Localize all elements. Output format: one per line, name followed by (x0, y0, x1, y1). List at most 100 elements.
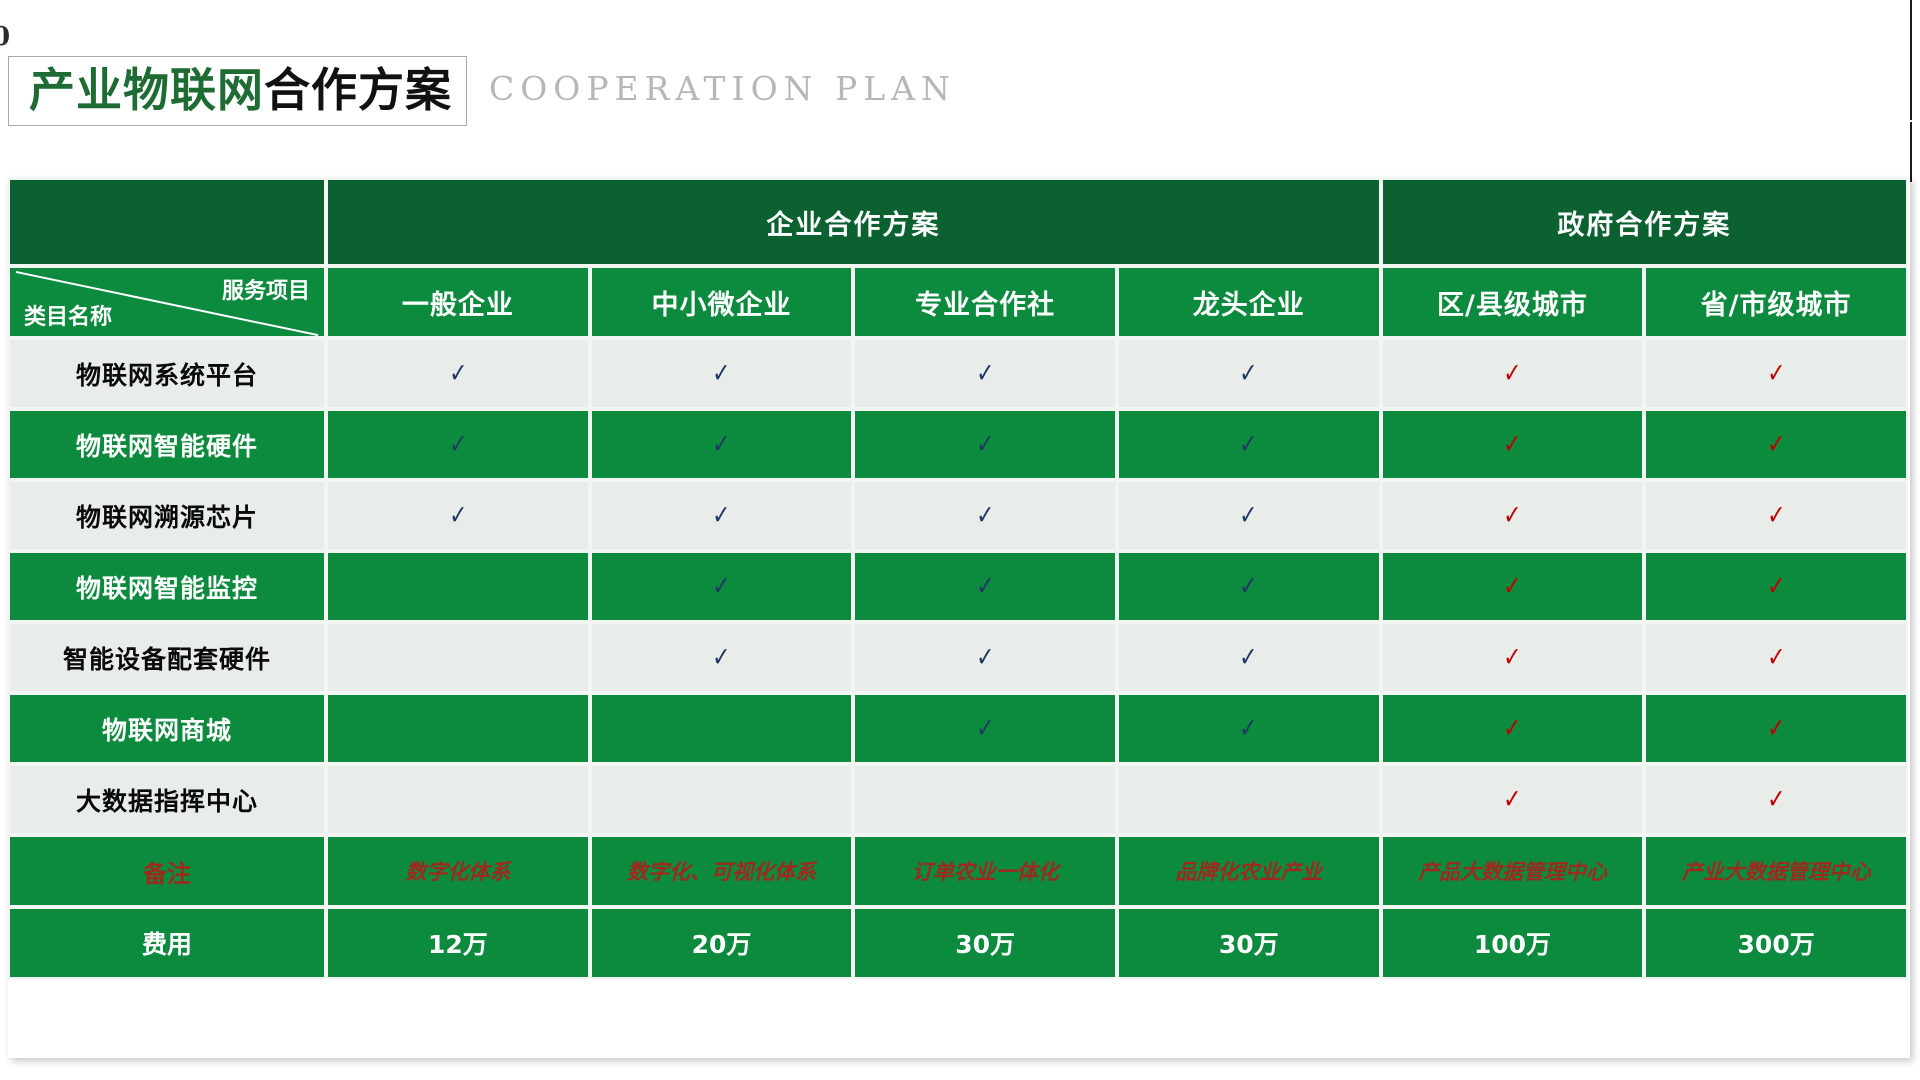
check-icon: ✓ (448, 500, 467, 531)
cell-check: ✓ (1644, 409, 1908, 480)
corner-diagonal-header: 服务项目 类目名称 (8, 266, 327, 338)
check-icon: ✓ (1239, 571, 1258, 602)
cell-check: ✓ (1116, 480, 1381, 551)
corner-service-label: 服务项目 (222, 279, 311, 304)
column-header-sme: 中小微企业 (589, 266, 854, 338)
remark-cell: 订单农业一体化 (853, 835, 1117, 907)
remark-cell: 产业大数据管理中心 (1644, 835, 1908, 907)
check-icon: ✓ (976, 642, 995, 673)
check-icon: ✓ (1503, 571, 1522, 602)
slide-number: 0 (0, 22, 11, 52)
cooperation-plan-table: 企业合作方案 政府合作方案 服务项目 类目名称 一般企业 中小微企业 专业合作社… (8, 178, 1908, 979)
page-title-primary: 产业物联网 (29, 63, 264, 117)
table-row: 物联网溯源芯片 ✓ ✓ ✓ ✓ ✓ ✓ (8, 480, 1908, 551)
cell-check: ✓ (1116, 693, 1381, 764)
remark-value: 数字化、可视化体系 (627, 860, 817, 884)
row-label-text: 物联网智能监控 (76, 573, 259, 603)
fee-value: 30万 (1218, 930, 1279, 959)
remark-cell: 数字化体系 (326, 835, 590, 907)
row-label-text: 物联网溯源芯片 (76, 502, 259, 532)
table-body: 物联网系统平台 ✓ ✓ ✓ ✓ ✓ ✓ 物联网智能硬件 ✓ ✓ ✓ ✓ ✓ ✓ 物联网溯源芯片 ✓ ✓ ✓ ✓ ✓ ✓ 物… (8, 338, 1908, 979)
fee-value: 300万 (1737, 930, 1815, 959)
fee-cell: 30万 (1116, 907, 1381, 979)
row-label-3: 物联网智能监控 (8, 551, 327, 622)
remark-value: 产品大数据管理中心 (1417, 860, 1607, 884)
right-edge-rule (1910, 0, 1912, 120)
cell-check: ✓ (589, 338, 854, 409)
cell-empty (326, 764, 590, 835)
table-row-fee: 费用 12万 20万 30万 30万 100万 300万 (8, 907, 1908, 979)
table-row: 物联网智能监控 ✓ ✓ ✓ ✓ ✓ (8, 551, 1908, 622)
row-label-text: 物联网智能硬件 (76, 431, 259, 461)
table-row: 大数据指挥中心 ✓ ✓ (8, 764, 1908, 835)
column-header-leading-enterprise: 龙头企业 (1116, 266, 1381, 338)
group-header-government: 政府合作方案 (1380, 178, 1908, 266)
cell-check: ✓ (853, 551, 1117, 622)
cell-check: ✓ (1644, 480, 1908, 551)
cell-check: ✓ (1116, 409, 1381, 480)
check-icon: ✓ (448, 429, 467, 460)
check-icon: ✓ (712, 500, 731, 531)
table-row: 物联网智能硬件 ✓ ✓ ✓ ✓ ✓ ✓ (8, 409, 1908, 480)
check-icon: ✓ (1503, 500, 1522, 531)
cell-check: ✓ (1380, 693, 1645, 764)
cell-empty (589, 693, 854, 764)
cell-check: ✓ (853, 622, 1117, 693)
cell-check: ✓ (1116, 551, 1381, 622)
check-icon: ✓ (976, 713, 995, 744)
cell-check: ✓ (1644, 551, 1908, 622)
check-icon: ✓ (1767, 642, 1786, 673)
diagonal-divider-icon (15, 270, 319, 337)
check-icon: ✓ (712, 429, 731, 460)
cell-check: ✓ (589, 480, 854, 551)
cell-check: ✓ (326, 480, 590, 551)
fee-value: 100万 (1473, 930, 1552, 959)
check-icon: ✓ (976, 429, 995, 460)
row-label-fee: 费用 (8, 907, 327, 979)
row-label-remark: 备注 (8, 835, 327, 907)
check-icon: ✓ (976, 571, 995, 602)
check-icon: ✓ (1503, 642, 1522, 673)
column-header-general-enterprise: 一般企业 (326, 266, 590, 338)
check-icon: ✓ (1767, 358, 1786, 389)
cell-check: ✓ (1116, 622, 1381, 693)
table-row: 物联网系统平台 ✓ ✓ ✓ ✓ ✓ ✓ (8, 338, 1908, 409)
remark-value: 产业大数据管理中心 (1681, 860, 1871, 884)
cell-check: ✓ (1380, 338, 1645, 409)
check-icon: ✓ (1503, 784, 1522, 815)
row-label-text: 物联网系统平台 (76, 360, 259, 390)
remark-cell: 品牌化农业产业 (1116, 835, 1381, 907)
group-header-enterprise: 企业合作方案 (326, 178, 1381, 266)
cell-empty (326, 551, 590, 622)
cell-check: ✓ (1644, 338, 1908, 409)
group-header-row: 企业合作方案 政府合作方案 (8, 178, 1908, 266)
fee-cell: 300万 (1644, 907, 1908, 979)
cell-check: ✓ (1380, 551, 1645, 622)
cell-check: ✓ (853, 409, 1117, 480)
fee-cell: 20万 (589, 907, 854, 979)
cell-check: ✓ (1644, 764, 1908, 835)
row-label-2: 物联网溯源芯片 (8, 480, 327, 551)
cell-check: ✓ (1644, 622, 1908, 693)
row-label-6: 大数据指挥中心 (8, 764, 327, 835)
page-subtitle-en: COOPERATION PLAN (489, 69, 956, 108)
cell-check: ✓ (589, 409, 854, 480)
cell-empty (326, 693, 590, 764)
remark-value: 数字化体系 (405, 860, 511, 884)
check-icon: ✓ (1767, 784, 1786, 815)
check-icon: ✓ (1239, 713, 1258, 744)
row-label-4: 智能设备配套硬件 (8, 622, 327, 693)
table-row: 智能设备配套硬件 ✓ ✓ ✓ ✓ ✓ (8, 622, 1908, 693)
table-head: 企业合作方案 政府合作方案 服务项目 类目名称 一般企业 中小微企业 专业合作社… (8, 178, 1908, 338)
cell-check: ✓ (853, 480, 1117, 551)
cell-check: ✓ (1380, 480, 1645, 551)
title-box: 产业物联网合作方案 (8, 56, 467, 126)
cell-check: ✓ (1116, 338, 1381, 409)
slide-header: 产业物联网合作方案 COOPERATION PLAN (8, 56, 956, 126)
row-label-text: 大数据指挥中心 (76, 786, 259, 816)
table-row-remark: 备注 数字化体系 数字化、可视化体系 订单农业一体化 品牌化农业产业 产品大数据管理中心 产… (8, 835, 1908, 907)
column-header-cooperative: 专业合作社 (853, 266, 1117, 338)
remark-cell: 数字化、可视化体系 (589, 835, 854, 907)
corner-category-label: 类目名称 (24, 305, 113, 330)
check-icon: ✓ (448, 358, 467, 389)
